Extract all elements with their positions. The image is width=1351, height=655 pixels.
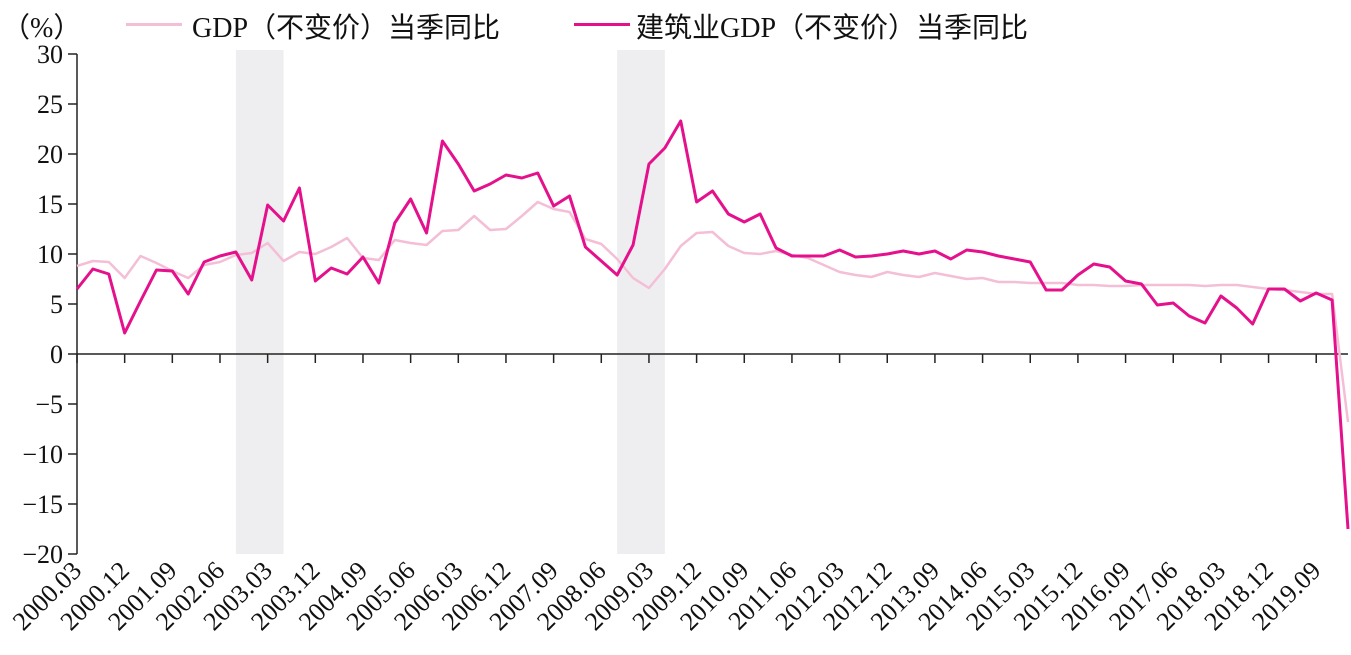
y-tick-label: 20 [37, 140, 63, 169]
y-axis-unit-label: （%） [2, 13, 82, 44]
legend-swatch-construction [574, 23, 630, 26]
y-tick-label: 25 [37, 90, 63, 119]
y-tick-label: 0 [50, 340, 63, 369]
y-tick-label: −10 [22, 440, 63, 469]
legend-label-construction: 建筑业GDP（不变价）当季同比 [636, 13, 1029, 44]
y-tick-label: 5 [50, 290, 63, 319]
legend-swatch-gdp [126, 23, 182, 26]
y-tick-label: −20 [22, 540, 63, 569]
y-tick-label: 30 [37, 40, 63, 69]
y-tick-label: −5 [35, 390, 63, 419]
y-tick-label: −15 [22, 490, 63, 519]
shaded-band-1 [235, 50, 284, 554]
y-tick-label: 10 [37, 240, 63, 269]
legend-label-gdp: GDP（不变价）当季同比 [192, 13, 501, 44]
series-line-construction [75, 119, 1350, 530]
y-tick-label: 15 [37, 190, 63, 219]
series-line-gdp [76, 200, 1350, 423]
shaded-band-2 [617, 50, 665, 554]
